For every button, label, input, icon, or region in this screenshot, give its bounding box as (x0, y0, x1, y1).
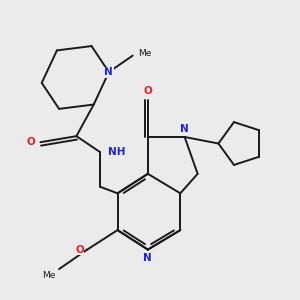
Text: Me: Me (138, 49, 151, 58)
Text: Me: Me (42, 271, 56, 280)
Text: O: O (26, 137, 35, 147)
Text: N: N (104, 67, 113, 77)
Text: N: N (180, 124, 189, 134)
Text: N: N (143, 253, 152, 263)
Text: O: O (75, 244, 84, 255)
Text: NH: NH (108, 147, 125, 157)
Text: O: O (143, 86, 152, 96)
